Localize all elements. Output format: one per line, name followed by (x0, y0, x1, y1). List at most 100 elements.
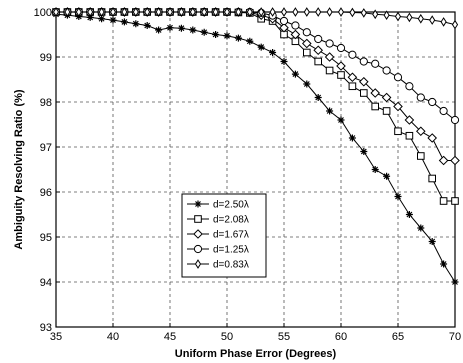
series-point (257, 43, 265, 51)
series-point (314, 34, 323, 44)
series-point (212, 7, 219, 17)
series-point (303, 48, 311, 57)
series-point (269, 7, 276, 17)
series-point (325, 66, 334, 75)
x-tick-label: 55 (278, 331, 290, 343)
series-point (440, 17, 447, 27)
series-point (269, 49, 277, 56)
series-point (372, 9, 379, 20)
series-point (132, 20, 140, 28)
x-tick-label: 70 (449, 331, 461, 343)
series-point (178, 7, 185, 17)
legend-item: d=1.67λ (187, 229, 249, 241)
series-point (143, 22, 151, 29)
legend-marker (194, 200, 202, 208)
series-point (201, 7, 208, 17)
series-point (405, 82, 414, 91)
y-tick-label: 94 (40, 277, 52, 289)
y-tick-label: 100 (34, 7, 52, 19)
series-point (394, 127, 402, 136)
y-axis-ticks: 93 94 95 96 97 98 99 100 (34, 7, 60, 334)
series-point (109, 7, 117, 17)
legend-item: d=2.08λ (187, 215, 249, 226)
series-point (120, 18, 128, 26)
series-point (223, 32, 231, 40)
series-point (451, 19, 459, 30)
series-point (144, 7, 151, 17)
series-point (405, 211, 413, 218)
y-tick-label: 93 (40, 322, 52, 334)
legend-item: d=0.83λ (187, 259, 249, 271)
series-point (404, 115, 415, 125)
legend-item: d=2.50λ (187, 200, 249, 211)
series-point (314, 57, 322, 66)
series-point (315, 7, 322, 17)
series-point (394, 193, 402, 200)
series-point (246, 37, 254, 45)
series-point (348, 134, 356, 142)
grid-lines (56, 12, 455, 327)
series-point (370, 88, 381, 98)
series-point (427, 133, 438, 143)
series-point (189, 7, 196, 17)
series-point (234, 34, 242, 42)
series-point (337, 116, 345, 124)
series-point (383, 172, 391, 180)
legend-marker (194, 215, 202, 223)
series-point (438, 155, 449, 166)
y-axis-label: Ambiguity Resolving Ratio (%) (13, 89, 25, 249)
series-point (360, 89, 368, 97)
series-point (324, 52, 335, 62)
series-point (280, 58, 288, 65)
series-point (292, 7, 299, 17)
legend-label: d=0.83λ (213, 260, 249, 271)
series-point (405, 131, 414, 140)
x-tick-label: 65 (392, 331, 404, 343)
series-point (325, 39, 334, 48)
series-point (291, 21, 300, 30)
series-point (302, 28, 311, 37)
series-point (382, 107, 391, 115)
legend-marker (193, 229, 203, 239)
series-point (428, 97, 437, 107)
x-axis-ticks: 35 40 45 50 55 60 65 70 (50, 323, 461, 343)
y-tick-label: 96 (40, 187, 52, 199)
series-point (326, 7, 333, 17)
series-point (381, 92, 392, 103)
legend-label: d=1.67λ (213, 230, 249, 241)
x-tick-label: 35 (50, 331, 62, 343)
series-point (235, 7, 242, 17)
series-point (87, 7, 94, 17)
x-tick-label: 40 (107, 331, 119, 343)
series-point (417, 224, 425, 232)
series-point (279, 22, 289, 33)
series-point (109, 16, 117, 24)
series-point (290, 29, 301, 40)
series-point (417, 152, 425, 160)
series-1 (52, 10, 459, 286)
series-point (348, 50, 357, 59)
series-point (360, 8, 367, 18)
series-point (189, 26, 197, 34)
series-point (416, 93, 425, 102)
x-tick-label: 50 (221, 331, 233, 343)
x-axis-label: Uniform Phase Error (Degrees) (175, 348, 337, 360)
series-point (98, 15, 106, 23)
y-tick-label: 95 (40, 232, 52, 244)
x-tick-label: 60 (335, 331, 347, 343)
series-point (360, 148, 368, 155)
y-tick-label: 99 (40, 52, 52, 64)
y-tick-label: 98 (40, 97, 52, 109)
series-point (200, 28, 208, 36)
series-point (439, 197, 448, 205)
series-point (394, 11, 402, 22)
legend-label: d=2.50λ (213, 200, 249, 211)
series-point (440, 260, 448, 268)
series-point (406, 12, 413, 23)
series-point (212, 31, 220, 38)
series-point (451, 197, 459, 205)
series-point (450, 115, 460, 125)
series-point (337, 7, 345, 17)
